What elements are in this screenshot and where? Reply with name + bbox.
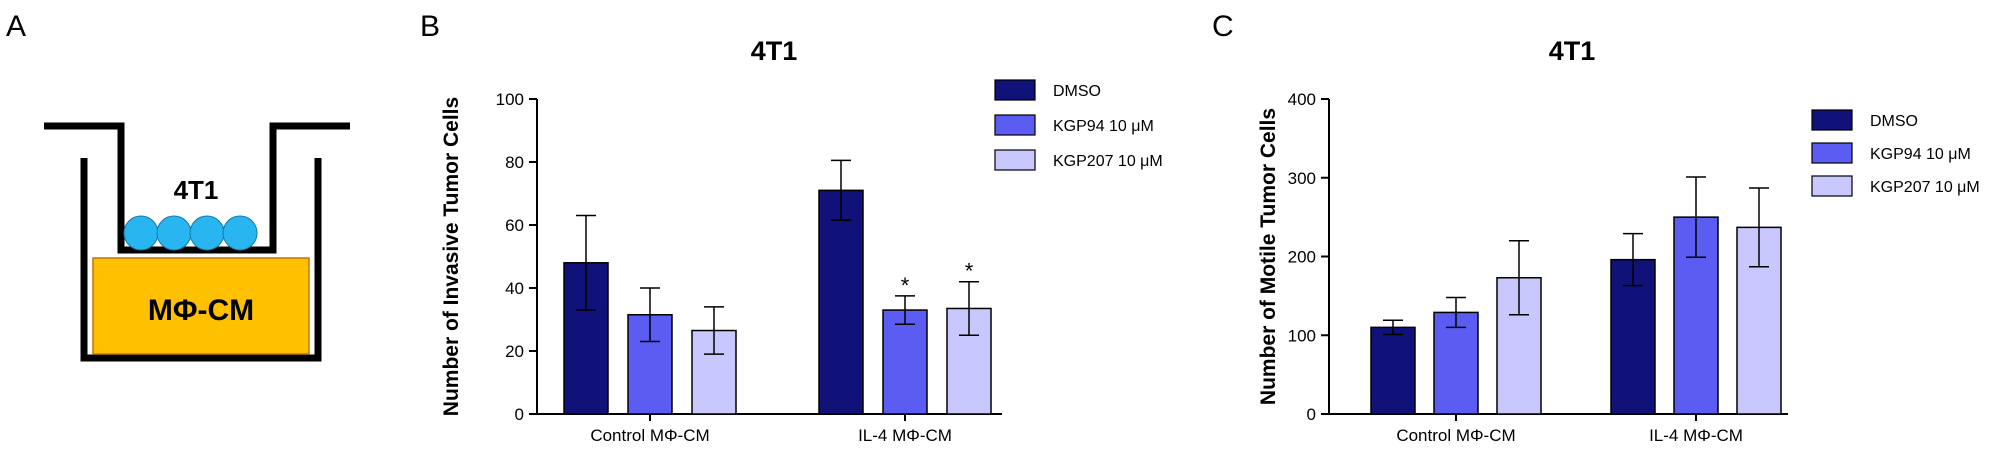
y-tick-label: 0 xyxy=(515,405,524,424)
chart-legend: DMSO KGP94 10 μM KGP207 10 μM xyxy=(1811,109,1980,197)
legend-label: DMSO xyxy=(1870,113,1918,130)
panel-a-letter: A xyxy=(6,10,26,43)
panel-b-letter: B xyxy=(420,10,440,43)
y-tick-label: 100 xyxy=(1288,326,1316,345)
y-tick-label: 100 xyxy=(496,90,524,109)
y-tick-label: 40 xyxy=(505,279,524,298)
y-axis-label: Number of Invasive Tumor Cells xyxy=(440,97,463,416)
panel-b-invasion-chart: B 4T1 Number of Invasive Tumor Cells 0 20 40… xyxy=(420,10,1163,445)
legend-label: KGP207 10 μM xyxy=(1870,179,1980,196)
legend-swatch xyxy=(994,114,1036,136)
bar xyxy=(818,189,864,415)
y-axis-label: Number of Motile Tumor Cells xyxy=(1257,108,1280,405)
chart-title: 4T1 xyxy=(1549,36,1596,66)
x-tick-label: IL-4 MΦ-CM xyxy=(1649,426,1743,445)
panel-c-motility-chart: C 4T1 Number of Motile Tumor Cells 0 100 200… xyxy=(1212,10,1980,445)
outer-well-wall xyxy=(80,158,322,362)
y-tick-label: 200 xyxy=(1288,248,1316,267)
y-tick-label: 0 xyxy=(1307,405,1316,424)
tumor-cells xyxy=(123,215,258,251)
legend-label: KGP94 10 μM xyxy=(1870,146,1971,163)
chart-legend: DMSO KGP94 10 μM KGP207 10 μM xyxy=(994,79,1163,171)
y-tick-label: 300 xyxy=(1288,169,1316,188)
tumor-cell xyxy=(156,215,192,251)
insert-wall xyxy=(44,122,350,254)
y-tick-label: 400 xyxy=(1288,90,1316,109)
y-tick-label: 80 xyxy=(505,153,524,172)
tumor-cell xyxy=(222,215,258,251)
legend-label: KGP94 10 μM xyxy=(1053,118,1154,135)
significance-marker: * xyxy=(965,259,974,284)
x-tick-label: IL-4 MΦ-CM xyxy=(858,426,952,445)
bar xyxy=(882,309,928,415)
x-tick-label: Control MΦ-CM xyxy=(590,426,709,445)
conditioned-medium-box xyxy=(92,257,310,355)
x-tick-label: Control MΦ-CM xyxy=(1396,426,1515,445)
panel-a: A MΦ-CM 4T1 xyxy=(6,10,350,362)
legend-label: DMSO xyxy=(1053,83,1101,100)
y-tick-label: 20 xyxy=(505,342,524,361)
legend-label: KGP207 10 μM xyxy=(1053,153,1163,170)
panel-c-letter: C xyxy=(1212,10,1234,43)
legend-swatch xyxy=(1811,175,1853,197)
tumor-cell xyxy=(123,215,159,251)
y-tick-label: 60 xyxy=(505,216,524,235)
legend-swatch xyxy=(994,79,1036,101)
significance-marker: * xyxy=(901,273,910,298)
bar xyxy=(1433,311,1479,415)
medium-label: MΦ-CM xyxy=(148,294,254,327)
chart-title: 4T1 xyxy=(751,36,798,66)
legend-swatch xyxy=(994,149,1036,171)
legend-swatch xyxy=(1811,142,1853,164)
bar xyxy=(1370,326,1416,415)
legend-swatch xyxy=(1811,109,1853,131)
transwell-diagram: MΦ-CM 4T1 xyxy=(44,122,350,362)
tumor-cell xyxy=(189,215,225,251)
cells-label: 4T1 xyxy=(174,175,219,205)
